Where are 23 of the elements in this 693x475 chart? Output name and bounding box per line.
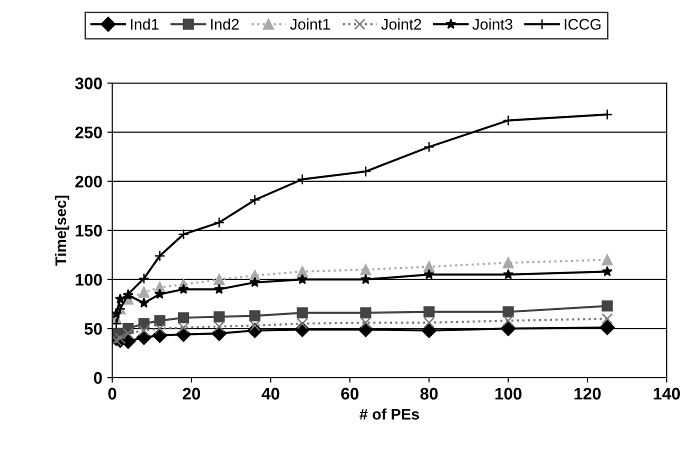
x-tick-label: 40 bbox=[262, 388, 280, 400]
legend-label: Ind2 bbox=[211, 18, 239, 30]
y-tick-label: 250 bbox=[75, 126, 102, 138]
y-tick-label: 0 bbox=[94, 372, 102, 384]
y-tick-label: 300 bbox=[75, 78, 102, 90]
x-tick-label: 120 bbox=[574, 388, 601, 400]
y-tick-label: 150 bbox=[76, 224, 102, 237]
x-tick-label: 80 bbox=[420, 388, 438, 400]
legend-label: Joint3 bbox=[472, 18, 512, 30]
x-tick-label: 60 bbox=[341, 388, 358, 400]
legend-label: Joint1 bbox=[290, 18, 330, 30]
y-tick-label: 100 bbox=[76, 274, 102, 286]
legend-label: Ind1 bbox=[130, 18, 159, 30]
legend-label: ICCG bbox=[564, 18, 600, 30]
y-tick-label: 50 bbox=[84, 322, 102, 335]
x-tick-label: 20 bbox=[182, 388, 200, 400]
x-tick-label: 140 bbox=[654, 388, 680, 400]
y-tick-label: 200 bbox=[75, 176, 102, 188]
x-axis-title: # of PEs bbox=[360, 408, 419, 420]
y-axis-title: Time[sec] bbox=[54, 196, 70, 266]
x-tick-label: 0 bbox=[108, 388, 116, 400]
x-tick-label: 100 bbox=[495, 388, 522, 400]
legend-label: Joint2 bbox=[381, 18, 422, 30]
